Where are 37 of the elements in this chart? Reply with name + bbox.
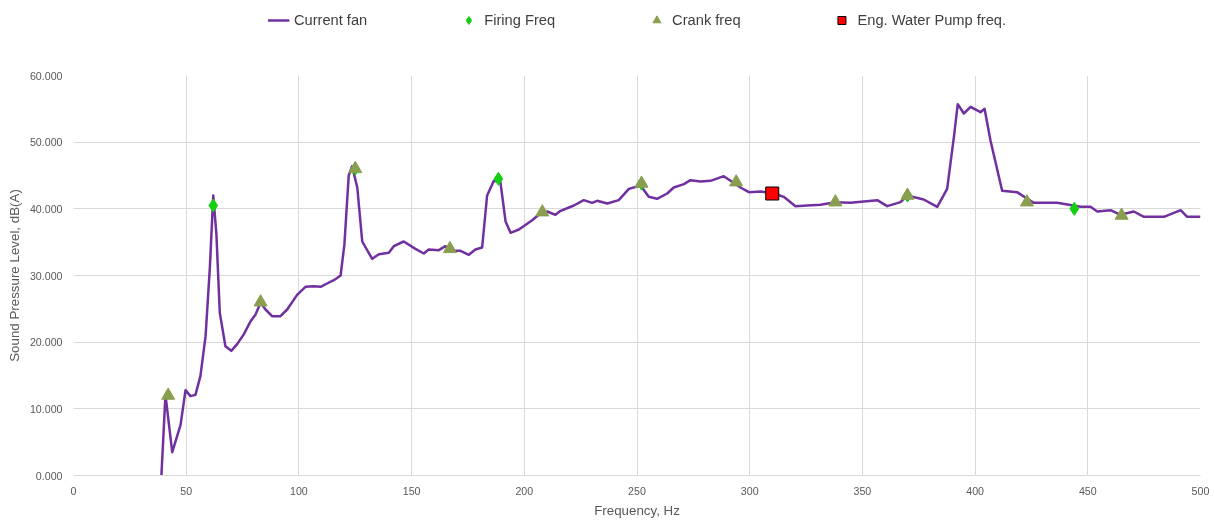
- x-tick-label: 450: [1078, 484, 1097, 497]
- y-tick-label: 40.000: [29, 202, 63, 215]
- y-tick-label: 20.000: [29, 336, 63, 349]
- x-tick-label: 200: [515, 484, 534, 497]
- point: [765, 186, 780, 201]
- y-axis-title: Sound Pressure Level, dB(A): [6, 189, 22, 362]
- legend-label: Crank freq: [672, 12, 741, 28]
- point: [828, 194, 843, 207]
- y-tick-label: 30.000: [29, 269, 63, 282]
- legend-label: Eng. Water Pump freq.: [857, 12, 1007, 28]
- y-tick-label: 0.000: [35, 469, 63, 482]
- x-tick-label: 250: [628, 484, 646, 497]
- x-tick-label: 350: [853, 484, 872, 497]
- point: [1114, 207, 1129, 220]
- y-tick-label: 50.000: [29, 136, 63, 149]
- y-tick-label: 10.000: [29, 402, 63, 415]
- x-tick-label: 0: [70, 484, 77, 497]
- legend-label: Firing Freq: [484, 12, 556, 28]
- legend-label: Current fan: [293, 12, 368, 28]
- point: [535, 204, 550, 217]
- point: [1069, 201, 1080, 216]
- point: [729, 174, 744, 187]
- x-axis-title: Frequency, Hz: [594, 502, 680, 518]
- point: [1019, 194, 1034, 207]
- x-tick-label: 150: [402, 484, 421, 497]
- x-tick-label: 300: [740, 484, 759, 497]
- x-tick-label: 400: [966, 484, 985, 497]
- point: [208, 198, 219, 213]
- x-tick-label: 100: [290, 484, 308, 497]
- point: [161, 387, 176, 400]
- x-tick-label: 50: [180, 484, 193, 497]
- x-tick-label: 500: [1191, 484, 1210, 497]
- point: [253, 294, 268, 307]
- line-series: [160, 102, 1201, 476]
- y-tick-label: 60.000: [29, 69, 63, 82]
- point: [442, 240, 457, 254]
- point: [493, 171, 504, 186]
